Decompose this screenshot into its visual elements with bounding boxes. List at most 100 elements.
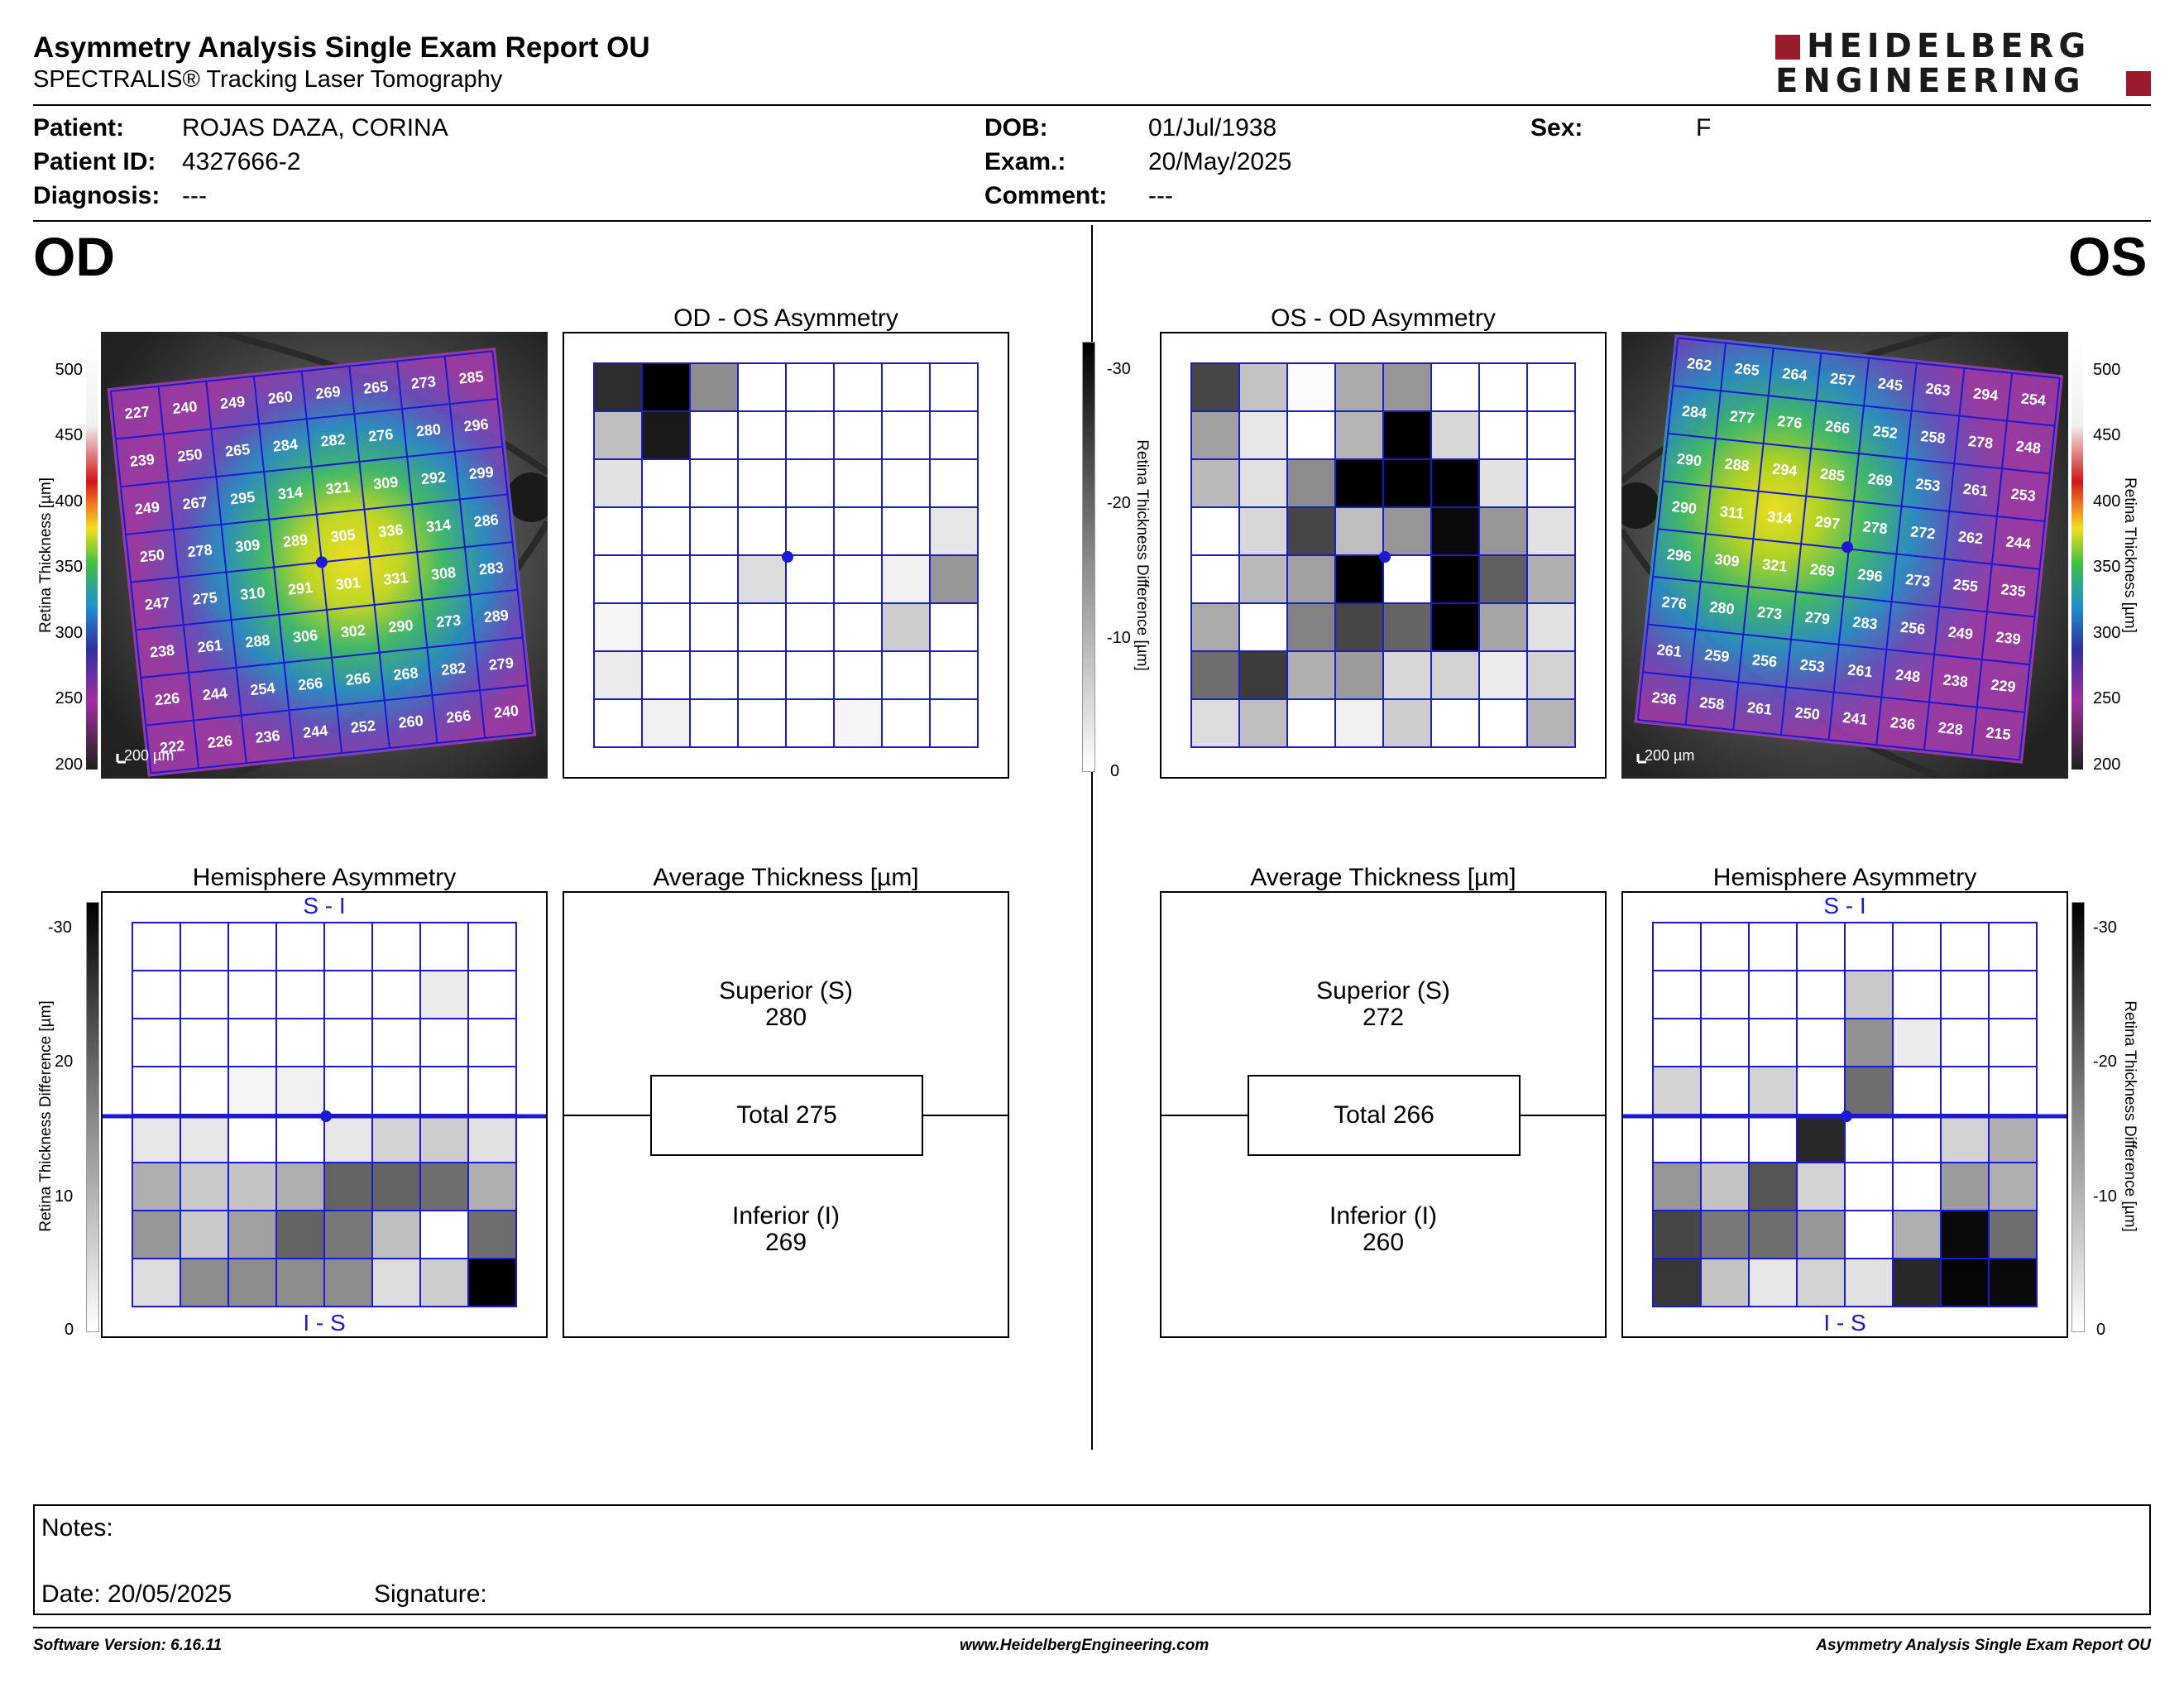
od-os-cell-6-6 — [881, 650, 931, 700]
os-od-cell-3-3 — [1334, 506, 1384, 556]
os-od-cell-5-5 — [1430, 602, 1480, 652]
os-hemi-cell-5-3 — [1796, 1162, 1846, 1211]
os-thickness-value-2-2: 294 — [1771, 460, 1798, 479]
os-od-cell-3-7 — [1526, 506, 1576, 556]
od-os-cell-5-7 — [929, 602, 979, 652]
os-thickness-value-1-1: 277 — [1729, 408, 1755, 427]
os-hemi-cell-2-7 — [1988, 1018, 2038, 1067]
os-od-cell-2-7 — [1526, 458, 1576, 508]
os-thickness-value-1-0: 284 — [1681, 403, 1707, 422]
os-thickness-value-4-2: 321 — [1761, 556, 1788, 575]
od-thickness-value-7-7: 240 — [493, 703, 520, 722]
od-scale-bar: 200 µm — [124, 747, 174, 764]
od-thickness-value-3-4: 305 — [330, 526, 357, 545]
od-os-cell-1-3 — [737, 410, 787, 460]
od-thickness-value-7-5: 260 — [398, 712, 424, 731]
os-thickness-value-4-5: 273 — [1904, 571, 1931, 590]
os-od-cell-1-2 — [1286, 410, 1336, 460]
od-os-cell-2-4 — [785, 458, 835, 508]
od-thickness-value-4-0: 247 — [144, 594, 170, 613]
os-od-cell-2-6 — [1478, 458, 1528, 508]
os-od-cell-1-0 — [1190, 410, 1240, 460]
od-hemi-cell-4-1 — [180, 1114, 229, 1163]
os-od-cell-5-2 — [1286, 602, 1336, 652]
os-thickness-value-7-0: 236 — [1651, 689, 1678, 708]
od-os-cell-4-1 — [641, 554, 691, 604]
os-thickness-grid — [1636, 337, 2061, 761]
os-thickness-value-6-3: 253 — [1799, 656, 1826, 675]
od-os-cell-7-6 — [881, 698, 931, 748]
os-od-cell-1-3 — [1334, 410, 1384, 460]
os-hemi-cell-4-6 — [1940, 1114, 1990, 1163]
od-thickness-value-3-3: 289 — [282, 531, 309, 550]
os-tick-450: 450 — [2093, 426, 2121, 444]
od-thickness-value-2-6: 292 — [420, 468, 447, 487]
od-os-cell-4-6 — [881, 554, 931, 604]
od-hemi-cell-3-4 — [323, 1066, 373, 1115]
os-thickness-value-2-1: 288 — [1724, 455, 1751, 474]
os-thickness-value-4-7: 235 — [2000, 581, 2027, 600]
os-hemi-cells — [1652, 922, 2038, 1307]
od-os-cell-5-4 — [785, 602, 835, 652]
os-superior-label: Superior (S) — [1316, 977, 1450, 1005]
os-hemi-cell-0-4 — [1844, 922, 1894, 971]
logo-red-block-2 — [2126, 71, 2151, 96]
os-hemi-cell-0-1 — [1700, 922, 1750, 971]
notes-box[interactable]: Notes: Date: 20/05/2025 Signature: — [33, 1504, 2151, 1615]
os-od-cell-7-5 — [1430, 698, 1480, 748]
os-od-cells — [1190, 362, 1576, 748]
os-tick-500: 500 — [2093, 361, 2121, 379]
os-hemi-cell-2-5 — [1892, 1018, 1942, 1067]
os-si-label: S - I — [1823, 893, 1866, 918]
os-thickness-value-7-2: 261 — [1746, 699, 1773, 718]
od-thickness-value-5-7: 289 — [483, 607, 510, 626]
os-tick-200: 200 — [2093, 755, 2121, 774]
od-thickness-value-6-3: 266 — [297, 674, 323, 693]
os-hemi-cell-7-3 — [1796, 1258, 1846, 1307]
od-thickness-value-0-6: 273 — [410, 373, 437, 392]
od-thickness-value-5-1: 261 — [197, 637, 223, 656]
os-hemi-cell-4-2 — [1748, 1114, 1798, 1163]
os-hemi-cell-1-5 — [1892, 970, 1942, 1019]
os-inferior-label: Inferior (I) — [1329, 1202, 1438, 1230]
od-hemi-cell-7-7 — [467, 1258, 517, 1307]
os-od-cell-1-6 — [1478, 410, 1528, 460]
os-average-panel: Superior (S) 272 Total 266 Inferior (I) … — [1160, 891, 1607, 1338]
report-name-footer: Asymmetry Analysis Single Exam Report OU — [1816, 1637, 2151, 1654]
comment-value: --- — [1148, 182, 1173, 209]
os-hemi-cell-3-7 — [1988, 1066, 2038, 1115]
os-od-cell-2-4 — [1382, 458, 1432, 508]
od-os-cell-1-7 — [929, 410, 979, 460]
website-link[interactable]: www.HeidelbergEngineering.com — [960, 1637, 1209, 1654]
od-thickness-value-7-6: 266 — [445, 707, 472, 727]
od-thickness-value-7-3: 244 — [302, 722, 328, 741]
od-thickness-value-5-6: 273 — [435, 611, 462, 631]
footer-divider — [33, 1627, 2151, 1628]
os-hemi-cell-3-4 — [1844, 1066, 1894, 1115]
os-od-cell-5-4 — [1382, 602, 1432, 652]
os-od-cell-6-7 — [1526, 650, 1576, 700]
od-hemisphere-grid — [103, 922, 546, 1307]
os-optic-disc — [1621, 482, 1660, 529]
od-os-cell-4-2 — [689, 554, 739, 604]
od-os-cell-4-0 — [593, 554, 643, 604]
os-thickness-value-0-2: 264 — [1782, 365, 1808, 384]
od-hemi-cell-2-3 — [275, 1018, 325, 1067]
od-thickness-value-1-4: 282 — [320, 431, 347, 450]
tick-300: 300 — [55, 624, 83, 642]
od-thickness-value-2-1: 267 — [182, 493, 208, 512]
os-thickness-value-7-6: 228 — [1937, 719, 1964, 738]
os-od-cell-3-2 — [1286, 506, 1336, 556]
report-title: Asymmetry Analysis Single Exam Report OU — [33, 31, 650, 64]
os-od-cell-7-2 — [1286, 698, 1336, 748]
od-os-cell-7-7 — [929, 698, 979, 748]
od-os-cell-7-4 — [785, 698, 835, 748]
od-os-cell-5-0 — [593, 602, 643, 652]
od-os-cell-6-4 — [785, 650, 835, 700]
od-thickness-value-6-5: 268 — [393, 664, 419, 683]
os-is-label: I - S — [1823, 1310, 1866, 1336]
os-thickness-value-4-1: 309 — [1714, 551, 1741, 570]
os-thickness-value-1-7: 248 — [2015, 438, 2042, 457]
od-hemi-cell-6-1 — [180, 1210, 229, 1259]
os-od-asymmetry-grid — [1190, 362, 1576, 748]
